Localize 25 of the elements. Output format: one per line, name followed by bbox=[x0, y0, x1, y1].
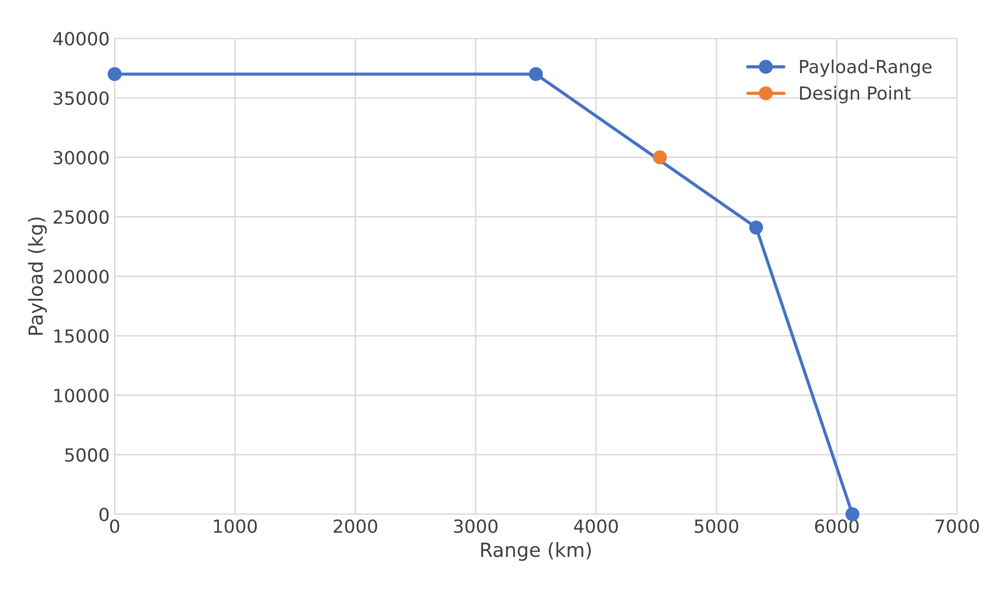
x-tick-label: 4000 bbox=[574, 519, 618, 534]
y-tick-label: 0 bbox=[99, 508, 109, 522]
point bbox=[528, 67, 543, 82]
x-tick-label: 5000 bbox=[694, 519, 738, 534]
y-tick-label: 40000 bbox=[53, 32, 109, 46]
x-tick-label: 1000 bbox=[214, 519, 257, 534]
y-tick-label: 15000 bbox=[54, 329, 109, 343]
x-tick-label: 7000 bbox=[936, 519, 979, 534]
point bbox=[652, 150, 667, 164]
y-tick-label: 30000 bbox=[54, 150, 109, 164]
x-tick-label: 3000 bbox=[454, 519, 498, 534]
y-axis-title: Payload (kg) bbox=[28, 218, 47, 335]
legend-label: Design Point bbox=[800, 86, 911, 104]
y-tick-label: 10000 bbox=[54, 388, 109, 402]
x-axis-title: Range (km) bbox=[481, 542, 591, 561]
x-tick-label: 6000 bbox=[815, 519, 859, 534]
point bbox=[749, 220, 764, 234]
point bbox=[108, 67, 122, 82]
y-tick-label: 5000 bbox=[65, 448, 109, 462]
y-tick-label: 20000 bbox=[54, 270, 109, 284]
y-tick-label: 25000 bbox=[54, 210, 109, 224]
x-tick-label: 2000 bbox=[334, 519, 378, 534]
legend-label: Payload-Range bbox=[800, 59, 932, 77]
y-tick-label: 35000 bbox=[54, 91, 109, 105]
x-tick-label: 0 bbox=[110, 519, 120, 534]
